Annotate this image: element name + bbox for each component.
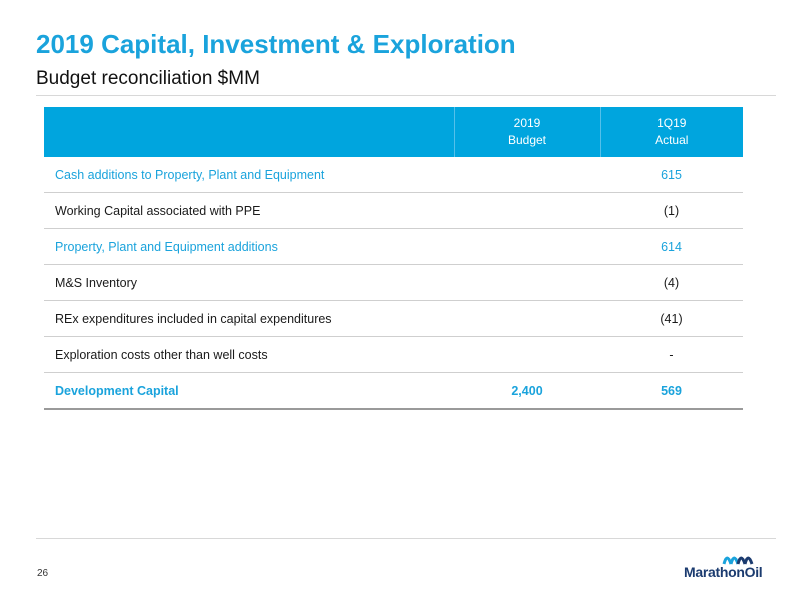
total-budget: 2,400 <box>454 372 600 410</box>
header-budget-year: 2019 <box>513 116 541 130</box>
header-actual-label: Actual <box>655 133 689 147</box>
row-label: Property, Plant and Equipment additions <box>44 228 454 265</box>
marathon-oil-logo: MarathonOil <box>684 551 784 585</box>
logo-wave-icon <box>722 556 754 565</box>
header-actual-cell: 1Q19 Actual <box>599 107 743 157</box>
page-subtitle: Budget reconciliation $MM <box>36 68 260 89</box>
page-number: 26 <box>37 568 49 579</box>
row-actual: 615 <box>600 157 743 193</box>
row-budget <box>454 264 600 301</box>
table-row: Cash additions to Property, Plant and Eq… <box>44 157 743 193</box>
logo-text: MarathonOil <box>684 564 763 580</box>
row-actual: (41) <box>600 300 743 337</box>
header-label-cell <box>44 107 454 157</box>
header-budget-cell: 2019 Budget <box>453 107 600 157</box>
bottom-divider <box>36 538 776 539</box>
row-budget <box>454 192 600 229</box>
table-total-row: Development Capital 2,400 569 <box>44 372 743 410</box>
table-row: REx expenditures included in capital exp… <box>44 300 743 337</box>
table-header-row: 2019 Budget 1Q19 Actual <box>44 107 743 157</box>
row-label: REx expenditures included in capital exp… <box>44 300 454 337</box>
row-actual: 614 <box>600 228 743 265</box>
row-actual: (1) <box>600 192 743 229</box>
row-budget <box>454 336 600 373</box>
total-label: Development Capital <box>44 372 454 410</box>
row-budget <box>454 300 600 337</box>
row-label: Exploration costs other than well costs <box>44 336 454 373</box>
row-budget <box>454 228 600 265</box>
table-row: Exploration costs other than well costs … <box>44 336 743 373</box>
row-actual: - <box>600 336 743 373</box>
row-budget <box>454 157 600 193</box>
budget-reconciliation-table: 2019 Budget 1Q19 Actual Cash additions t… <box>44 107 743 410</box>
table-row: Property, Plant and Equipment additions … <box>44 228 743 265</box>
row-label: Cash additions to Property, Plant and Eq… <box>44 157 454 193</box>
page-title: 2019 Capital, Investment & Exploration <box>36 29 516 59</box>
row-actual: (4) <box>600 264 743 301</box>
table-row: M&S Inventory (4) <box>44 264 743 301</box>
row-label: Working Capital associated with PPE <box>44 192 454 229</box>
table-row: Working Capital associated with PPE (1) <box>44 192 743 229</box>
row-label: M&S Inventory <box>44 264 454 301</box>
total-actual: 569 <box>600 372 743 410</box>
header-actual-period: 1Q19 <box>657 116 687 130</box>
header-budget-label: Budget <box>507 133 547 147</box>
top-divider <box>36 95 776 96</box>
